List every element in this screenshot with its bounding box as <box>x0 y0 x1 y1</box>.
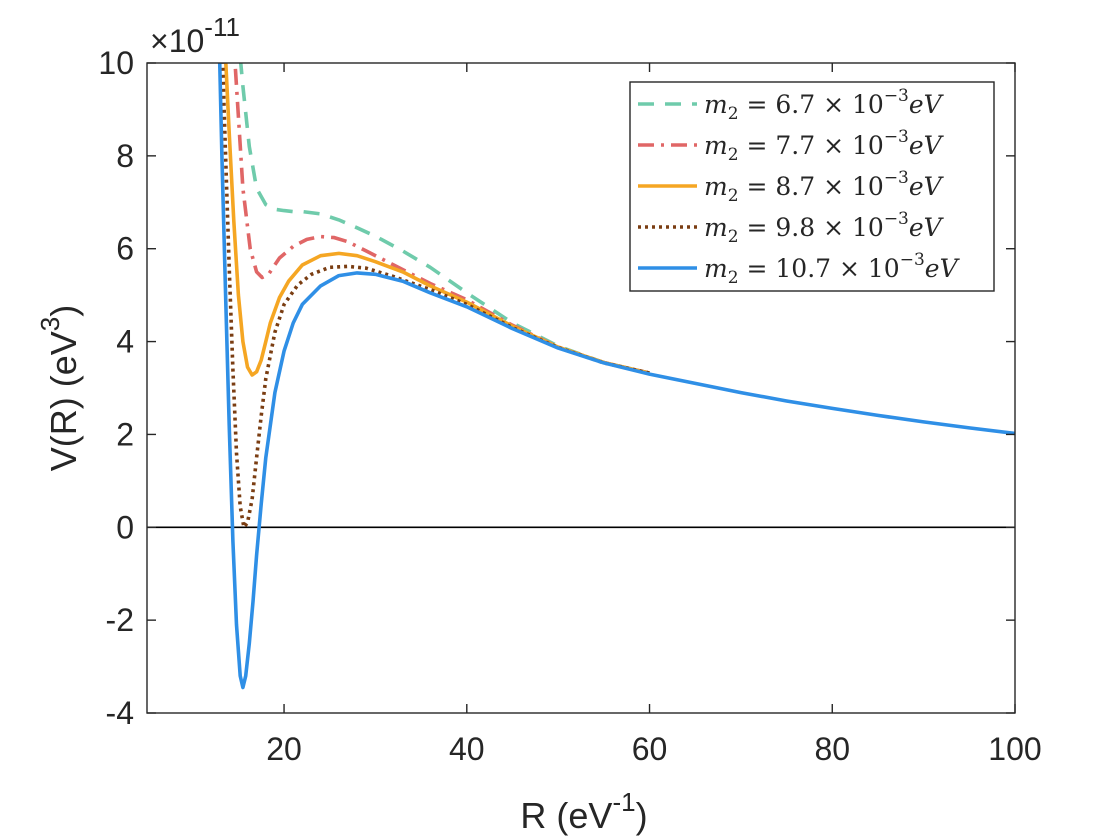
y-axis-label: V(R) (eV3) <box>35 305 84 471</box>
series-line-4 <box>220 63 650 530</box>
y-tick-label: -4 <box>106 695 134 731</box>
series-line-3 <box>224 63 650 377</box>
legend-label-2: m2 = 7.7 × 10−3eV <box>704 127 945 165</box>
series-line-5 <box>217 63 1015 690</box>
y-tick-label: -2 <box>106 602 134 638</box>
x-tick-label: 20 <box>266 731 302 767</box>
x-tick-label: 60 <box>632 731 668 767</box>
x-tick-label: 100 <box>988 731 1041 767</box>
legend-box <box>629 81 995 292</box>
x-tick-label: 40 <box>449 731 485 767</box>
y-tick-label: 6 <box>116 231 134 267</box>
y-tick-label: 0 <box>116 509 134 545</box>
y-tick-label: 8 <box>116 138 134 174</box>
series-line-2 <box>233 63 650 375</box>
y-tick-label: 2 <box>116 416 134 452</box>
x-axis-label: R (eV-1) <box>520 787 647 836</box>
y-tick-label: 10 <box>98 45 134 81</box>
plot-frame <box>146 62 1016 714</box>
series-line-1 <box>238 63 650 375</box>
legend-label-1: m2 = 6.7 × 10−3eV <box>704 86 945 124</box>
y-tick-label: 4 <box>116 324 134 360</box>
legend-label-4: m2 = 9.8 × 10−3eV <box>704 209 945 247</box>
series-layer <box>147 63 1015 690</box>
x-tick-label: 80 <box>814 731 850 767</box>
ticks-layer: 20 40 60 80 100 -4 -2 0 2 4 6 8 10 <box>98 45 1041 767</box>
legend-label-3: m2 = 8.7 × 10−3eV <box>704 168 945 206</box>
legend-label-5: m2 = 10.7 × 10−3eV <box>704 250 961 288</box>
y-multiplier: ×10-11 <box>150 12 240 59</box>
